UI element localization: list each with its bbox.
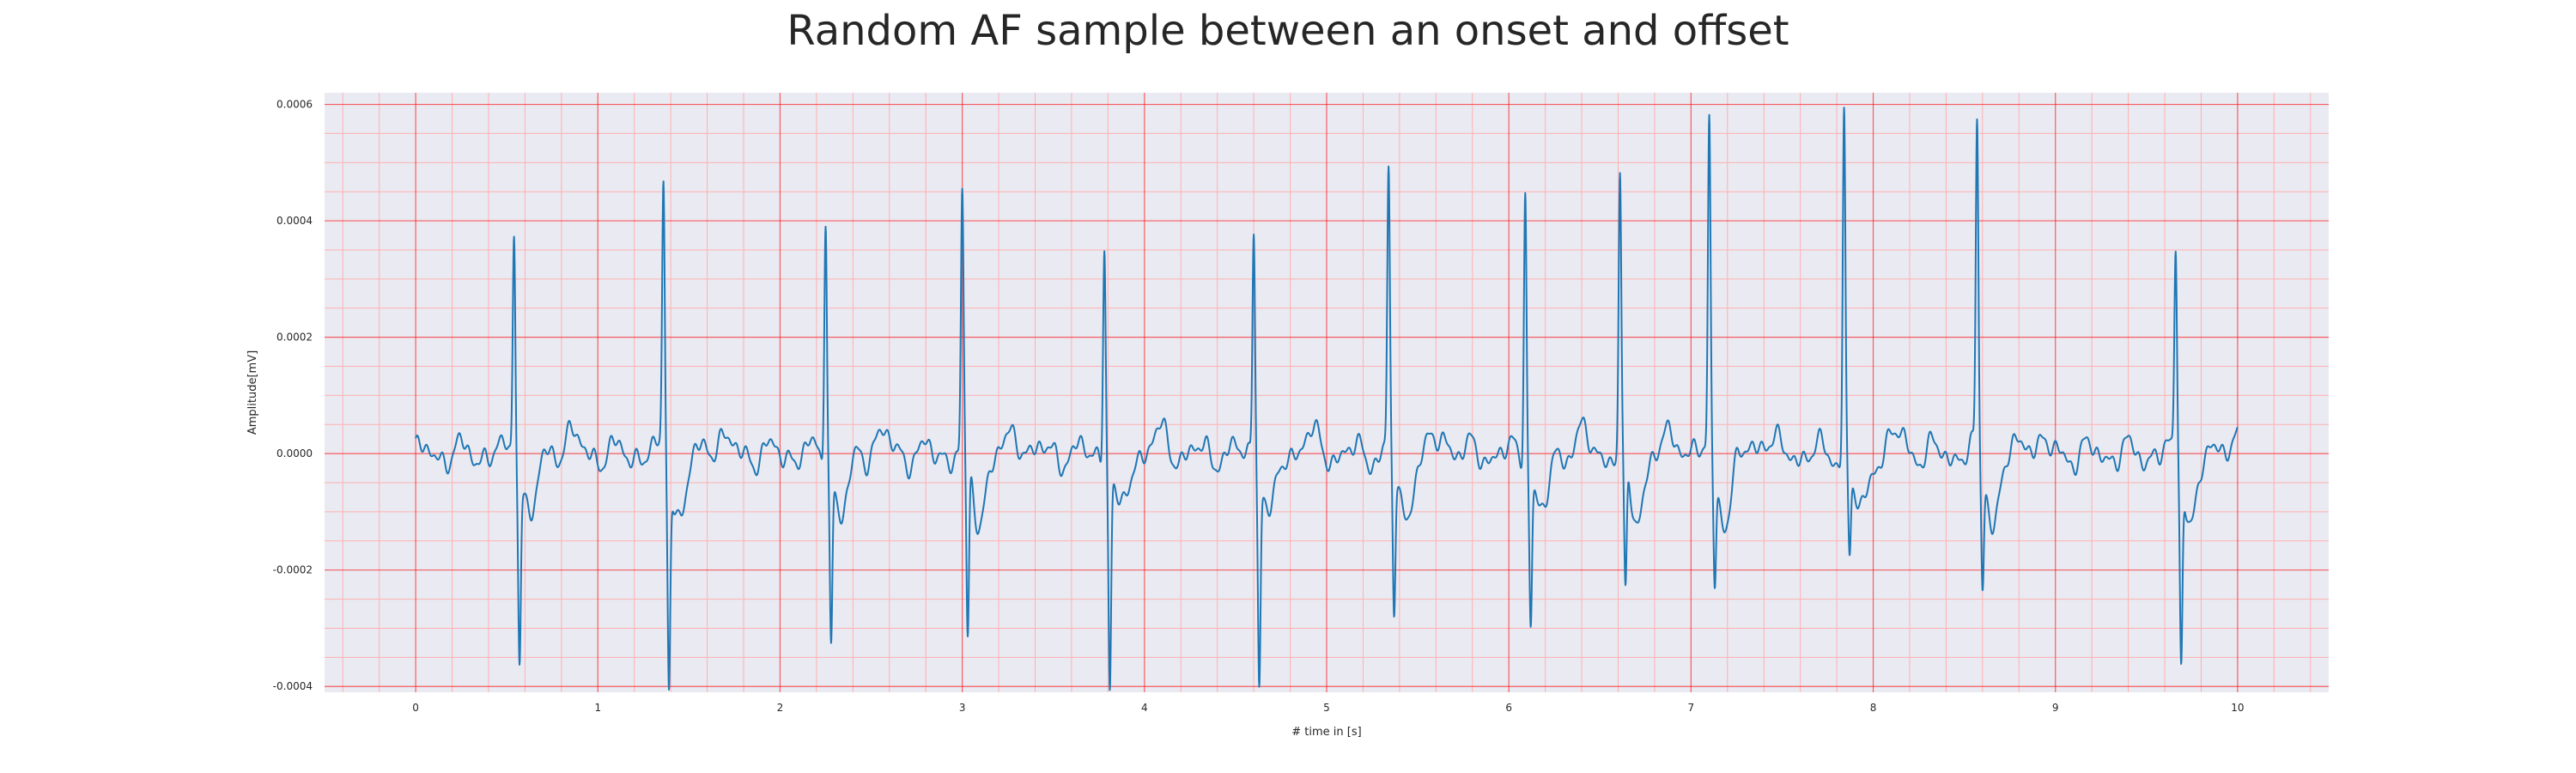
y-tick-label: 0.0004	[276, 215, 313, 227]
x-tick-label: 0	[412, 702, 419, 714]
x-tick-label: 7	[1688, 702, 1695, 714]
y-tick-label: 0.0000	[276, 447, 313, 460]
x-tick-label: 9	[2052, 702, 2059, 714]
y-axis-ticks: -0.0004 -0.0002 0.0000 0.0002 0.0004 0.0006	[273, 99, 313, 693]
x-tick-label: 8	[1870, 702, 1877, 714]
x-tick-label: 6	[1505, 702, 1512, 714]
chart-title: Random AF sample between an onset and of…	[787, 7, 1789, 55]
x-tick-label: 4	[1141, 702, 1148, 714]
x-tick-label: 2	[777, 702, 784, 714]
series-line-ecg	[415, 107, 2239, 691]
x-axis-label: # time in [s]	[1291, 726, 1361, 739]
y-tick-label: 0.0006	[276, 99, 313, 111]
y-tick-label: -0.0004	[273, 680, 313, 692]
x-tick-label: 10	[2231, 702, 2244, 714]
x-tick-label: 5	[1323, 702, 1330, 714]
x-tick-label: 1	[594, 702, 601, 714]
x-axis-ticks: 0 1 2 3 4 5 6 7 8 9 10	[412, 702, 2244, 714]
x-tick-label: 3	[959, 702, 966, 714]
y-tick-label: -0.0002	[273, 564, 313, 576]
y-tick-label: 0.0002	[276, 332, 313, 344]
y-axis-label: Amplitude[mV]	[246, 350, 259, 435]
